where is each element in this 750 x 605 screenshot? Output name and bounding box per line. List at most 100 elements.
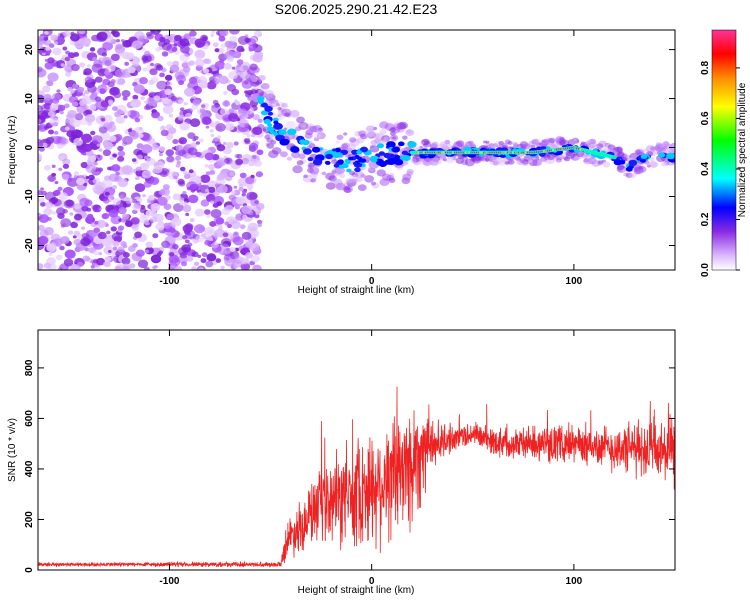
noise-blob — [195, 55, 202, 61]
noise-blob — [192, 138, 197, 142]
track-halo — [507, 159, 515, 165]
track-halo — [528, 159, 533, 164]
noise-blob — [166, 61, 173, 67]
noise-blob — [53, 130, 59, 135]
track-halo — [262, 128, 267, 132]
noise-blob — [73, 137, 83, 146]
noise-blob — [60, 137, 69, 145]
noise-blob — [200, 199, 210, 207]
noise-blob — [252, 53, 263, 63]
noise-blob — [234, 99, 238, 103]
noise-blob — [195, 141, 200, 145]
noise-blob — [215, 123, 226, 132]
noise-blob — [38, 141, 44, 147]
track-halo — [420, 141, 425, 145]
noise-blob — [101, 56, 113, 67]
track-halo — [540, 156, 548, 162]
track-halo — [266, 142, 274, 149]
noise-blob — [142, 194, 146, 198]
noise-blob — [216, 144, 226, 152]
track-core — [375, 158, 384, 164]
noise-blob — [101, 222, 106, 227]
noise-blob — [43, 37, 49, 41]
y-tick-label: 600 — [24, 410, 35, 427]
colorbar: 0.0 0.2 0.4 0.6 0.8 Normalized spectral ampl… — [700, 29, 748, 277]
noise-blob — [187, 108, 193, 114]
noise-blob — [257, 118, 263, 123]
noise-blob — [41, 49, 46, 53]
noise-blob — [104, 241, 113, 248]
noise-blob — [92, 258, 99, 264]
y-tick-label: 20 — [24, 44, 35, 56]
noise-blob — [38, 110, 48, 120]
noise-blob — [38, 235, 49, 245]
noise-blob — [232, 51, 241, 59]
noise-blob — [115, 43, 123, 50]
noise-blob — [179, 201, 184, 206]
track-halo — [309, 125, 318, 133]
track-halo — [354, 171, 364, 179]
track-halo — [335, 140, 340, 144]
noise-blob — [64, 126, 70, 131]
noise-blob — [74, 213, 83, 221]
noise-blob — [200, 174, 211, 184]
noise-blob — [204, 240, 211, 246]
noise-blob — [69, 117, 81, 128]
noise-blob — [175, 163, 181, 168]
noise-blob — [215, 258, 222, 263]
noise-blob — [115, 39, 120, 43]
noise-blob — [94, 220, 99, 225]
track-core — [356, 150, 363, 155]
noise-blob — [117, 225, 125, 231]
colorbar-axis: 0.0 0.2 0.4 0.6 0.8 — [700, 61, 740, 277]
noise-blob — [169, 257, 181, 267]
noise-blob — [122, 135, 133, 145]
track-core — [666, 152, 675, 160]
track-core — [401, 150, 409, 156]
snr-y-label: SNR (10 * v/v) — [7, 418, 18, 482]
track-halo — [267, 93, 273, 98]
noise-blob — [208, 164, 216, 170]
colorbar-label: Normalized spectral amplitude — [737, 82, 748, 217]
noise-blob — [51, 164, 56, 168]
noise-blob — [61, 173, 70, 180]
track-halo — [257, 123, 265, 130]
noise-blob — [246, 183, 254, 190]
noise-blob — [150, 254, 162, 264]
noise-blob — [56, 142, 64, 149]
noise-blob — [214, 48, 220, 53]
noise-blob — [101, 179, 113, 189]
noise-blob — [223, 91, 228, 95]
track-halo — [343, 132, 348, 136]
track-halo — [447, 155, 454, 161]
noise-blob — [211, 30, 216, 34]
noise-blob — [213, 216, 224, 225]
noise-blob — [117, 145, 124, 152]
noise-blob — [102, 41, 113, 51]
noise-blob — [152, 111, 159, 117]
noise-blob — [56, 207, 66, 216]
track-core — [391, 146, 401, 153]
noise-blob — [38, 190, 44, 196]
noise-blob — [183, 101, 188, 106]
noise-blob — [235, 196, 245, 205]
noise-blob — [186, 181, 198, 191]
track-halo — [286, 156, 293, 161]
noise-blob — [137, 133, 144, 139]
noise-blob — [79, 37, 91, 47]
track-core — [372, 158, 378, 163]
track-halo — [522, 143, 531, 150]
noise-blob — [108, 135, 117, 142]
noise-blob — [257, 223, 262, 227]
noise-blob — [74, 203, 81, 210]
noise-blob — [214, 183, 220, 188]
track-halo — [291, 151, 301, 159]
noise-blob — [170, 96, 177, 102]
track-halo — [602, 161, 611, 168]
track-halo — [660, 162, 667, 167]
noise-blob — [233, 185, 238, 189]
noise-blob — [253, 30, 263, 38]
noise-blob — [166, 81, 173, 87]
noise-blob — [88, 78, 94, 83]
track-halo — [512, 141, 518, 146]
